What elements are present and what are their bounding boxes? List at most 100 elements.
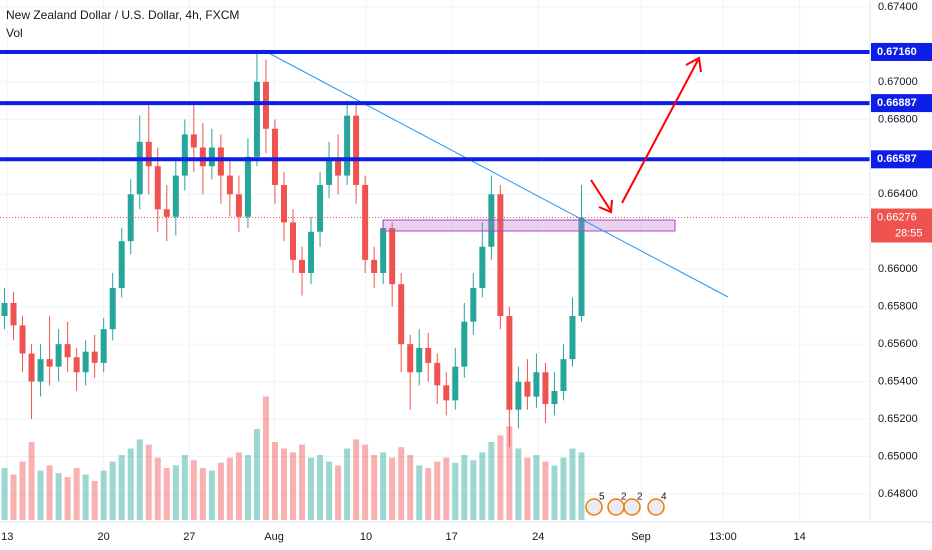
volume-bar bbox=[407, 455, 414, 520]
grid bbox=[0, 0, 870, 522]
current-price-label: 0.66276 bbox=[877, 211, 917, 223]
event-count: 5 bbox=[599, 492, 605, 503]
x-tick-label: 24 bbox=[532, 531, 544, 543]
x-tick-label: 17 bbox=[446, 531, 458, 543]
volume-bar bbox=[578, 452, 585, 520]
volume-bar bbox=[244, 455, 251, 520]
volume-bar bbox=[470, 460, 477, 520]
candle-body bbox=[64, 344, 71, 358]
candle-body bbox=[371, 259, 378, 273]
arrow-up[interactable] bbox=[621, 59, 699, 204]
volume-bar bbox=[37, 470, 44, 520]
volume-bar bbox=[362, 444, 369, 520]
candle-body bbox=[136, 141, 143, 195]
volume-bar bbox=[452, 462, 459, 520]
y-tick-label: 0.65400 bbox=[878, 376, 918, 388]
volume-bar bbox=[109, 461, 116, 520]
candle-body bbox=[217, 147, 224, 176]
volume-bar bbox=[326, 461, 333, 520]
level-label-bg bbox=[871, 150, 932, 169]
candle-body bbox=[470, 287, 477, 322]
volume-bar bbox=[416, 465, 423, 520]
candle-body bbox=[290, 222, 297, 260]
x-tick-label: Aug bbox=[264, 531, 284, 543]
candle-body bbox=[37, 359, 44, 382]
y-tick-label: 0.64800 bbox=[878, 488, 918, 500]
volume-bar bbox=[443, 457, 450, 520]
volume-bar bbox=[118, 455, 125, 520]
candle-body bbox=[299, 259, 306, 273]
volume-bar bbox=[515, 448, 522, 520]
volume-bar bbox=[434, 461, 441, 520]
event-count: 4 bbox=[661, 492, 667, 503]
event-flag bbox=[585, 498, 603, 516]
event-flag bbox=[647, 498, 665, 516]
volume-bar bbox=[163, 468, 170, 520]
volume-bar bbox=[154, 457, 161, 520]
candle-body bbox=[280, 184, 287, 223]
volume-bar bbox=[560, 457, 567, 520]
arrow-head[interactable] bbox=[685, 56, 702, 73]
x-tick-label: 27 bbox=[183, 531, 195, 543]
volume-bar bbox=[542, 461, 549, 520]
arrow-head[interactable] bbox=[598, 199, 613, 214]
arrow-annotation[interactable] bbox=[590, 56, 702, 214]
zone-rectangle[interactable] bbox=[382, 219, 676, 232]
countdown-label: 28:55 bbox=[895, 227, 923, 239]
current-price-bg bbox=[871, 208, 932, 243]
candle-body bbox=[82, 351, 89, 373]
volume-bar bbox=[371, 455, 378, 520]
volume-bar bbox=[569, 448, 576, 520]
y-tick-label: 0.66000 bbox=[878, 263, 918, 275]
volume-bar bbox=[461, 455, 468, 520]
volume-bar bbox=[262, 396, 269, 520]
candle-body bbox=[55, 344, 62, 367]
volume-bar bbox=[398, 447, 405, 520]
candle-body bbox=[253, 81, 260, 157]
volume bbox=[1, 396, 585, 520]
trend-line[interactable] bbox=[262, 49, 729, 298]
volume-bar bbox=[271, 442, 278, 520]
volume-bar bbox=[190, 460, 197, 520]
candle-body bbox=[154, 166, 161, 210]
candle-body bbox=[235, 194, 242, 217]
candle-body bbox=[542, 372, 549, 405]
candle-body bbox=[326, 160, 333, 185]
candle-body bbox=[199, 147, 206, 167]
arrow-down[interactable] bbox=[590, 179, 612, 212]
candle-body bbox=[73, 357, 80, 373]
candle-body bbox=[10, 302, 17, 326]
y-tick-label: 0.66800 bbox=[878, 113, 918, 125]
candle-body bbox=[317, 184, 324, 232]
candle-body bbox=[1, 302, 8, 317]
volume-bar bbox=[235, 452, 242, 520]
volume-bar bbox=[145, 444, 152, 520]
x-tick-label: 20 bbox=[98, 531, 110, 543]
candle-body bbox=[425, 347, 432, 363]
candle-body bbox=[91, 351, 98, 363]
volume-bar bbox=[208, 470, 215, 520]
volume-label: Vol bbox=[6, 26, 23, 40]
candle-body bbox=[109, 287, 116, 330]
volume-bar bbox=[253, 429, 260, 520]
x-tick-label: 14 bbox=[794, 531, 806, 543]
levels: 0.67160 0.66887 0.66587 0.66276 28:55 bbox=[0, 42, 932, 243]
event-count: 2 bbox=[637, 492, 643, 503]
candle-body bbox=[118, 241, 125, 288]
candle-body bbox=[335, 160, 342, 176]
volume-bar bbox=[64, 477, 71, 520]
volume-bar bbox=[479, 452, 486, 520]
x-tick-label: Sep bbox=[631, 531, 651, 543]
volume-bar bbox=[91, 481, 98, 520]
candle-body bbox=[145, 141, 152, 167]
candle-body bbox=[163, 209, 170, 217]
level-label: 0.67160 bbox=[877, 46, 917, 58]
candle-body bbox=[244, 156, 251, 217]
y-tick-label: 0.65600 bbox=[878, 338, 918, 350]
candle-body bbox=[434, 362, 441, 386]
y-tick-label: 0.65200 bbox=[878, 413, 918, 425]
y-tick-label: 0.67000 bbox=[878, 76, 918, 88]
volume-bar bbox=[19, 461, 26, 520]
